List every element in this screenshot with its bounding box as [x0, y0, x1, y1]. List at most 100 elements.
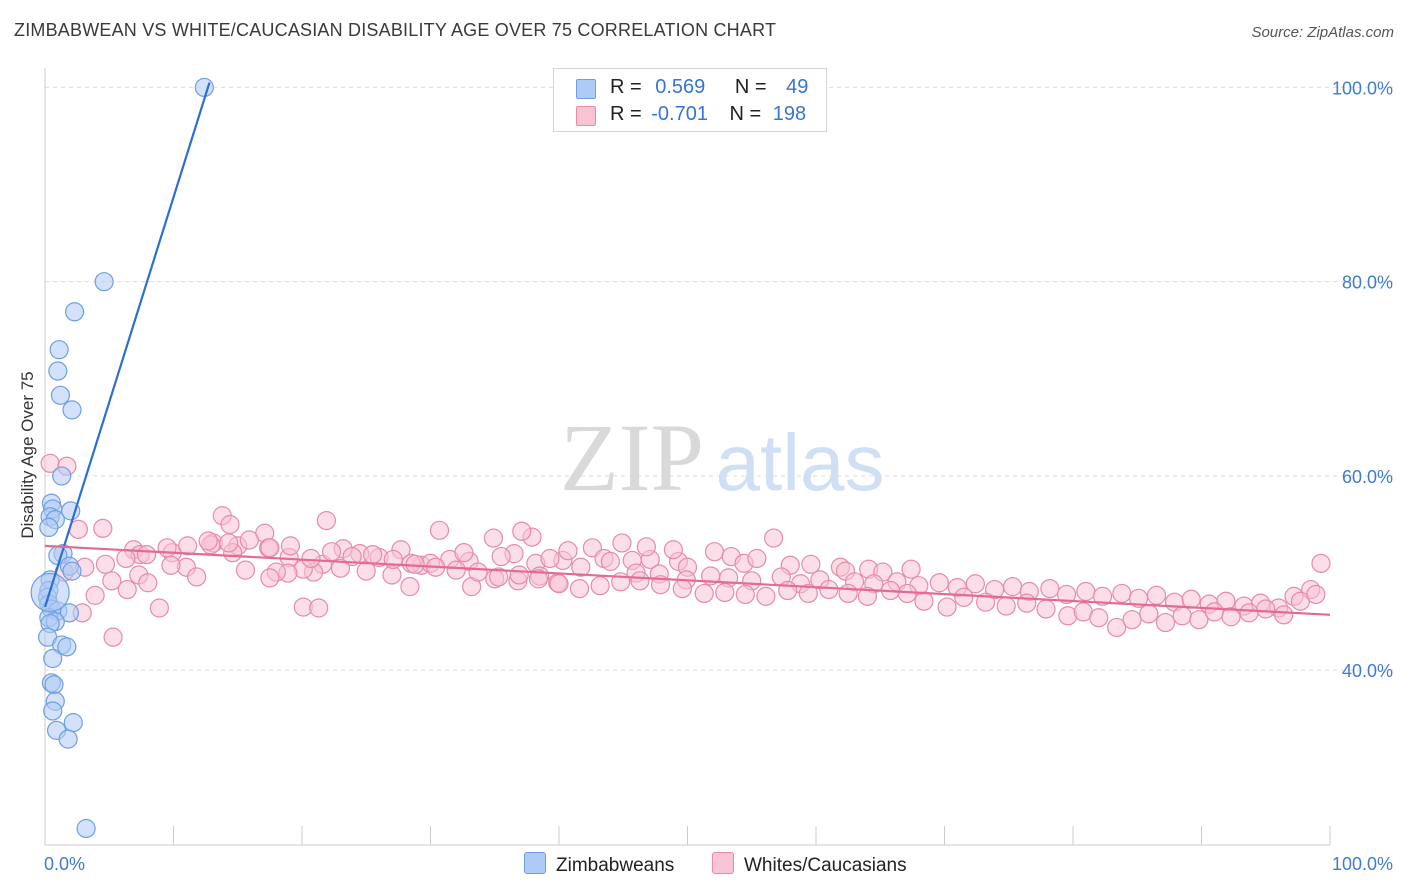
point-whites	[301, 548, 321, 569]
point-zimbabweans	[50, 385, 71, 405]
point-whites	[1092, 586, 1113, 606]
point-whites	[798, 583, 818, 604]
point-whites	[235, 560, 256, 580]
point-whites	[85, 585, 105, 605]
y-axis-label: Disability Age Over 75	[18, 371, 37, 538]
point-zimbabweans	[62, 561, 82, 581]
point-whites	[937, 597, 957, 617]
point-whites	[363, 544, 383, 565]
grid-lines	[45, 86, 1393, 671]
point-whites	[756, 586, 776, 606]
x-tick-labels: 0.0% 100.0%	[44, 854, 1393, 874]
point-whites	[590, 576, 610, 596]
point-zimbabweans	[39, 517, 59, 538]
legend-swatch-whites	[712, 852, 734, 874]
point-zimbabweans	[52, 466, 72, 486]
point-whites	[672, 578, 692, 599]
point-whites	[929, 573, 949, 593]
trend-line-zimbabweans	[43, 82, 211, 608]
y-tick-label: 40.0%	[1342, 661, 1393, 681]
point-whites	[600, 551, 621, 571]
y-tick-label: 60.0%	[1342, 467, 1393, 487]
point-whites	[1181, 589, 1201, 609]
point-whites	[260, 568, 280, 588]
point-whites	[103, 627, 123, 647]
point-whites	[260, 538, 280, 558]
point-whites	[136, 544, 157, 565]
point-whites	[838, 583, 858, 604]
y-tick-labels: 40.0% 60.0% 80.0% 100.0%	[1332, 78, 1393, 681]
point-zimbabweans	[44, 675, 64, 695]
point-zimbabweans	[58, 729, 78, 749]
trend-lines	[43, 82, 1331, 616]
point-whites	[157, 538, 177, 558]
legend-item-whites[interactable]: Whites/Caucasians	[712, 852, 907, 877]
watermark-zip: ZIP	[560, 404, 704, 511]
legend-swatch-zimbabweans	[524, 852, 546, 874]
point-whites	[1036, 599, 1056, 619]
x-tick-label: 100.0%	[1332, 854, 1393, 874]
point-whites	[95, 554, 115, 574]
chart-title: ZIMBABWEAN VS WHITE/CAUCASIAN DISABILITY…	[14, 20, 777, 40]
point-whites	[901, 559, 921, 579]
point-whites	[1122, 610, 1142, 630]
point-whites	[178, 536, 198, 556]
point-whites	[280, 536, 301, 556]
swatch-whites	[576, 106, 596, 126]
point-whites	[1017, 593, 1037, 613]
r-label: R =	[610, 76, 642, 98]
point-whites	[1146, 585, 1167, 605]
point-whites	[138, 573, 158, 593]
x-tick-label: 0.0%	[44, 854, 85, 874]
point-whites	[663, 540, 683, 560]
point-whites	[763, 528, 784, 548]
point-whites	[954, 587, 974, 607]
r-label: R =	[610, 103, 642, 125]
point-whites	[612, 533, 632, 553]
point-zimbabweans	[94, 272, 114, 292]
point-whites	[1003, 577, 1023, 597]
point-whites	[330, 558, 351, 578]
point-whites	[454, 543, 474, 563]
point-whites	[1274, 605, 1294, 625]
point-whites	[316, 511, 337, 531]
point-whites	[220, 514, 240, 535]
legend-item-zimbabweans[interactable]: Zimbabweans	[524, 852, 674, 877]
point-zimbabweans	[62, 400, 82, 420]
point-whites	[400, 577, 420, 597]
r-value: 0.569	[655, 76, 706, 98]
point-whites	[636, 537, 656, 557]
point-whites	[489, 567, 509, 587]
source-label: Source: ZipAtlas.com	[1251, 24, 1394, 41]
stats-legend: R = 0.569 N = 49 R = -0.701 N = 198	[553, 68, 827, 132]
point-whites	[569, 578, 590, 599]
point-whites	[1089, 608, 1109, 628]
point-whites	[819, 579, 839, 600]
point-whites	[571, 557, 591, 577]
point-whites	[1204, 602, 1224, 622]
swatch-zimbabweans	[576, 79, 596, 99]
point-whites	[1239, 603, 1259, 623]
point-whites	[715, 582, 735, 603]
point-whites	[1056, 584, 1077, 605]
point-whites	[93, 518, 113, 538]
point-zimbabweans	[49, 340, 69, 360]
point-zimbabweans	[43, 648, 63, 669]
trend-line-whites	[44, 544, 1331, 616]
point-whites	[446, 560, 466, 580]
point-whites	[239, 530, 259, 550]
n-value: 198	[772, 103, 807, 125]
watermark: ZIP atlas	[560, 404, 884, 511]
point-whites	[914, 591, 934, 611]
point-whites	[116, 548, 136, 569]
point-zimbabweans	[61, 501, 81, 521]
point-whites	[429, 520, 450, 540]
point-whites	[512, 521, 532, 541]
point-whites	[694, 583, 714, 604]
point-whites	[219, 533, 239, 553]
point-whites	[540, 548, 560, 569]
point-whites	[102, 571, 122, 591]
point-zimbabweans	[64, 302, 85, 322]
series-legend: Zimbabweans Whites/Caucasians	[0, 852, 1406, 878]
